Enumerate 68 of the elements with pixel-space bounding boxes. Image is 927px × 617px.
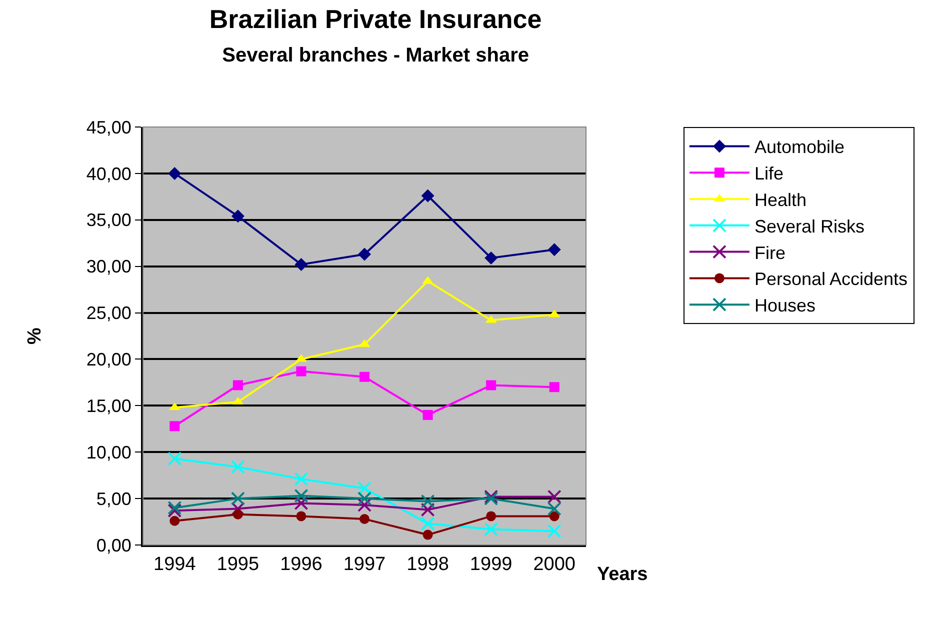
chart-subtitle: Several branches - Market share [222, 44, 529, 67]
point [294, 488, 308, 503]
y-tick-label: 30,00 [86, 256, 132, 277]
point [358, 248, 371, 261]
y-tick-label: 45,00 [86, 117, 132, 138]
point [168, 166, 182, 180]
point [230, 502, 245, 516]
y-tick-label: 20,00 [86, 350, 132, 370]
point [294, 496, 308, 510]
legend-label: Automobile [754, 137, 845, 158]
y-tick-label: 35,00 [86, 210, 132, 230]
point [420, 502, 435, 517]
point [232, 509, 243, 520]
point [549, 382, 560, 392]
point [549, 511, 560, 522]
point [422, 530, 433, 540]
point [547, 502, 562, 516]
point [358, 492, 372, 506]
legend-label: Health [754, 190, 806, 210]
point [421, 189, 434, 202]
x-tick-label: 1997 [343, 554, 386, 575]
legend-label: Houses [754, 296, 816, 316]
x-tick-label: 1999 [470, 554, 512, 575]
point [294, 258, 308, 271]
point [296, 511, 306, 522]
point [486, 380, 496, 390]
point [232, 380, 243, 390]
y-tick-label: 5,00 [96, 488, 132, 509]
point [484, 251, 498, 264]
legend-label: Personal Accidents [754, 269, 908, 290]
point [230, 460, 245, 474]
point [486, 511, 496, 522]
point [484, 522, 498, 536]
point [230, 492, 245, 506]
x-tick-label: 1994 [154, 554, 196, 575]
point [358, 481, 372, 496]
point [360, 372, 370, 382]
x-tick-label: 1996 [280, 554, 322, 575]
x-tick-label: 2000 [533, 554, 576, 575]
chart-title: Brazilian Private Insurance [209, 4, 542, 34]
y-tick-label: 40,00 [86, 164, 132, 184]
y-axis-title: % [24, 327, 46, 344]
point [548, 243, 561, 256]
point [168, 452, 182, 466]
point [294, 472, 308, 486]
point [168, 500, 182, 515]
legend-label: Fire [754, 242, 786, 263]
x-tick-label: 1998 [406, 554, 449, 575]
point [170, 516, 180, 526]
point [420, 494, 435, 508]
legend-label: Several Risks [754, 216, 864, 236]
y-tick-label: 25,00 [86, 303, 132, 324]
point [360, 514, 370, 524]
x-tick-label: 1995 [216, 554, 260, 575]
point [422, 410, 433, 420]
y-tick-label: 15,00 [86, 396, 132, 416]
y-tick-label: 0,00 [96, 535, 132, 556]
point [358, 498, 372, 512]
point [547, 524, 562, 538]
x-axis-title: Years [597, 564, 648, 585]
point [420, 516, 435, 531]
point [170, 421, 180, 432]
y-tick-label: 10,00 [86, 442, 132, 462]
point [296, 366, 306, 376]
point [168, 504, 182, 518]
point [547, 490, 562, 504]
point [231, 210, 244, 223]
legend-label: Life [754, 164, 784, 184]
